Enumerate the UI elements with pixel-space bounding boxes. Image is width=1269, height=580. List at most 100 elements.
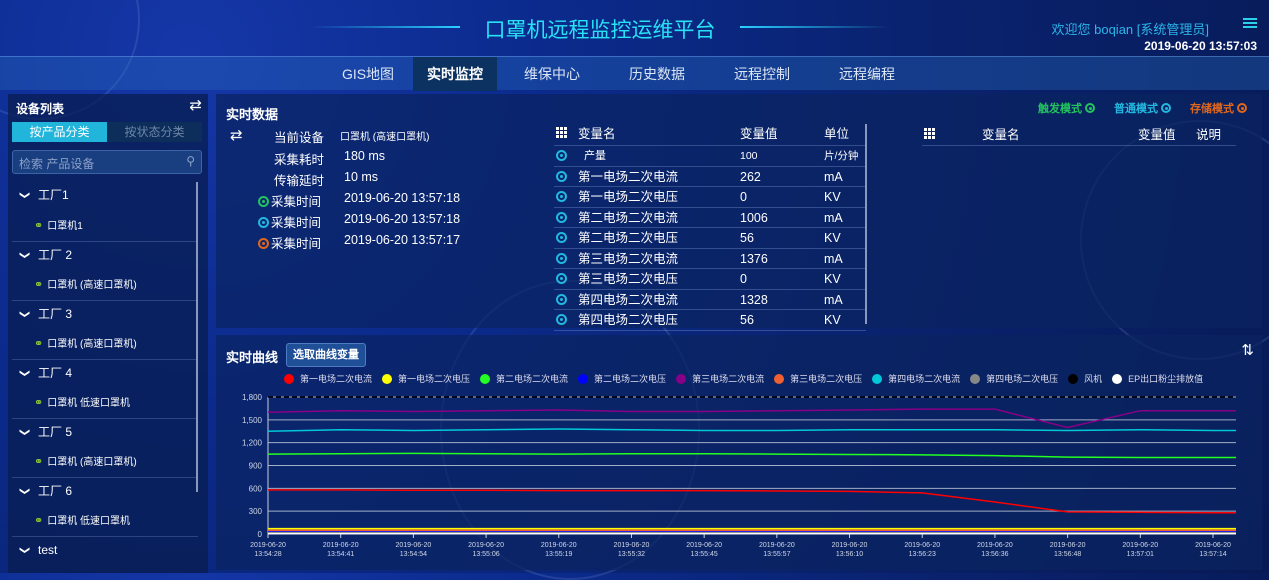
nav-maintenance[interactable]: 维保中心 (524, 66, 580, 82)
table-row[interactable]: 第四电场二次电压 56 KV (554, 310, 866, 331)
chevron-down-icon[interactable]: ❯ (19, 191, 30, 200)
legend-item[interactable]: 风机 (1068, 372, 1102, 385)
select-curve-variables-button[interactable]: 选取曲线变量 (286, 343, 366, 367)
x-tick-label: 2019-06-20 (323, 542, 359, 549)
tab-by-product[interactable]: 按产品分类 (12, 122, 107, 142)
table-row[interactable]: 第三电场二次电压 0 KV (554, 269, 866, 290)
table-row[interactable]: 第四电场二次电流 1328 mA (554, 290, 866, 310)
factory-name: 工厂1 (38, 188, 69, 202)
sort-icon[interactable]: ⇅ (1241, 342, 1254, 359)
tree-factory[interactable]: ❯ test (12, 536, 198, 566)
y-tick-label: 1,800 (242, 393, 263, 402)
device-search-input[interactable]: 检索 产品设备 ⚲ (12, 150, 202, 174)
legend-item[interactable]: 第三电场二次电压 (774, 372, 862, 385)
tab-by-status[interactable]: 按状态分类 (107, 122, 202, 142)
x-tick-label: 2019-06-20 (686, 542, 722, 549)
table-header: 变量名 变量值 单位 (554, 124, 866, 146)
table-row[interactable]: 第二电场二次电压 56 KV (554, 228, 866, 249)
table-scrollbar[interactable] (865, 124, 867, 324)
y-tick-label: 1,200 (242, 439, 263, 448)
x-tick-label: 2019-06-20 (977, 542, 1013, 549)
table-row[interactable]: 第二电场二次电流 1006 mA (554, 208, 866, 228)
mode-label: 触发模式 (1038, 103, 1082, 115)
realtime-data-panel: 实时数据 触发模式 普通模式 存储模式 ⇄ 当前设备 口罩机 (高速口罩机) 采… (216, 94, 1262, 331)
swap-icon[interactable]: ⇄ (189, 97, 202, 114)
tree-factory[interactable]: ❯ 工厂 3 (12, 300, 198, 330)
nav-gis-map[interactable]: GIS地图 (341, 66, 395, 82)
realtime-title: 实时数据 (226, 107, 279, 122)
mode-label: 普通模式 (1114, 103, 1158, 115)
device-name: 口罩机 (高速口罩机) (47, 339, 137, 350)
variable-value: 56 (740, 231, 754, 245)
tree-device[interactable]: ⚭ 口罩机1 (12, 212, 198, 241)
legend-item[interactable]: EP出口粉尘排放值 (1112, 372, 1203, 385)
list-icon[interactable] (1243, 18, 1257, 30)
legend-label: 第三电场二次电流 (692, 374, 765, 384)
tree-factory[interactable]: ❯ 工厂1 (12, 182, 198, 212)
legend-dot (284, 373, 294, 384)
nav-realtime-monitor[interactable]: 实时监控 (413, 57, 497, 91)
x-tick-label: 2019-06-20 (468, 542, 504, 549)
tree-factory[interactable]: ❯ 工厂 4 (12, 359, 198, 389)
switch-device-icon[interactable]: ⇄ (230, 127, 243, 144)
chevron-down-icon[interactable]: ❯ (19, 546, 30, 555)
legend-item[interactable]: 第三电场二次电流 (676, 372, 764, 385)
user-welcome[interactable]: 欢迎您 boqian [系统管理员] (1051, 22, 1210, 37)
legend-item[interactable]: 第四电场二次电流 (872, 372, 960, 385)
y-tick-label: 0 (258, 530, 263, 539)
tree-factory[interactable]: ❯ 工厂 2 (12, 241, 198, 271)
legend-item[interactable]: 第四电场二次电压 (970, 372, 1058, 385)
legend-item[interactable]: 第一电场二次电流 (284, 372, 372, 385)
link-icon: ⚭ (34, 515, 44, 527)
x-tick-label: 13:56:36 (981, 551, 1008, 558)
tree-device[interactable]: ⚭ 口罩机 (高速口罩机) (12, 448, 198, 477)
link-icon: ⚭ (34, 397, 44, 409)
link-icon: ⚭ (34, 456, 44, 468)
legend-dot (774, 373, 785, 384)
current-device-label: 当前设备 (274, 131, 325, 145)
device-name: 口罩机 低速口罩机 (47, 398, 130, 409)
chevron-down-icon[interactable]: ❯ (19, 369, 30, 378)
table-row[interactable]: 第一电场二次电流 262 mA (554, 167, 866, 187)
nav-remote-control[interactable]: 远程控制 (734, 66, 790, 82)
grid-icon[interactable] (924, 128, 935, 139)
header-value: 变量值 (1138, 128, 1176, 142)
link-icon: ⚭ (34, 338, 44, 350)
legend-item[interactable]: 第二电场二次电压 (578, 372, 666, 385)
app-title: 口罩机远程监控运维平台 (484, 19, 716, 42)
table-row[interactable]: 产量 100 片/分钟 (554, 146, 866, 167)
table-row[interactable]: 第一电场二次电压 0 KV (554, 187, 866, 208)
grid-icon[interactable] (556, 127, 567, 138)
chevron-down-icon[interactable]: ❯ (19, 487, 30, 496)
chevron-down-icon[interactable]: ❯ (19, 428, 30, 437)
chevron-down-icon[interactable]: ❯ (19, 251, 30, 260)
nav-remote-programming[interactable]: 远程编程 (839, 66, 895, 82)
tree-factory[interactable]: ❯ 工厂 6 (12, 477, 198, 507)
x-tick-label: 13:57:14 (1199, 551, 1226, 558)
chevron-down-icon[interactable]: ❯ (19, 310, 30, 319)
mode-storage[interactable]: 存储模式 (1190, 100, 1249, 116)
legend-dot (480, 373, 491, 384)
status-ring-icon (258, 217, 269, 228)
variable-unit: KV (824, 313, 841, 327)
table-row[interactable]: 第三电场二次电流 1376 mA (554, 249, 866, 269)
legend-label: 第一电场二次电流 (300, 374, 373, 384)
variable-name: 第一电场二次电流 (578, 169, 679, 184)
x-tick-label: 2019-06-20 (1195, 542, 1231, 549)
mode-trigger[interactable]: 触发模式 (1038, 100, 1097, 116)
legend-item[interactable]: 第二电场二次电流 (480, 372, 568, 385)
tree-factory[interactable]: ❯ 工厂 5 (12, 418, 198, 448)
legend-item[interactable]: 第一电场二次电压 (382, 372, 470, 385)
realtime-curve-panel: 0 300 600 900 1,200 1,500 1,800 2019-06-20 13:54… (216, 335, 1262, 570)
tree-device[interactable]: ⚭ 口罩机 (高速口罩机) (12, 271, 198, 300)
nav-history[interactable]: 历史数据 (629, 66, 685, 82)
tree-device[interactable]: ⚭ 口罩机 (高速口罩机) (12, 330, 198, 359)
mode-normal[interactable]: 普通模式 (1114, 100, 1173, 116)
search-icon[interactable]: ⚲ (186, 154, 195, 168)
target-icon (556, 293, 567, 305)
tree-device[interactable]: ⚭ 口罩机 低速口罩机 (12, 389, 198, 418)
tree-device[interactable]: ⚭ 口罩机 低速口罩机 (12, 507, 198, 536)
y-tick-label: 900 (249, 462, 263, 471)
variable-unit: KV (824, 190, 841, 204)
sidebar-scrollbar[interactable] (196, 182, 198, 492)
